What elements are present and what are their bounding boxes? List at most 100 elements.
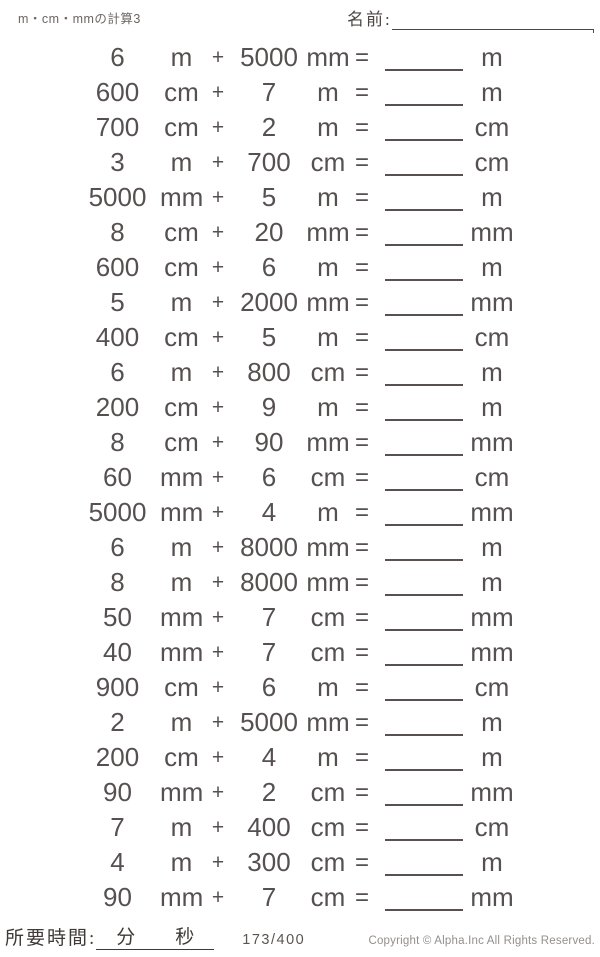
operand2-value: 9 (261, 392, 277, 422)
plus-sign: + (211, 745, 225, 769)
operand1-unit: m (170, 567, 193, 597)
operand2-value: 90 (254, 427, 284, 457)
operand1-unit: m (170, 287, 193, 317)
plus-sign: + (211, 80, 225, 104)
answer-unit: cm (474, 812, 510, 842)
operand2-unit: cm (310, 147, 346, 177)
answer-blank[interactable] (385, 418, 463, 421)
operand1-value: 5000 (88, 182, 147, 212)
answer-blank[interactable] (385, 173, 463, 176)
answer-blank[interactable] (385, 68, 463, 71)
operand1-value: 900 (95, 672, 140, 702)
operand2-value: 7 (261, 77, 277, 107)
problem-row: 5000 mm + 5 m = m (0, 180, 600, 215)
answer-blank[interactable] (385, 838, 463, 841)
operand2-value: 7 (261, 602, 277, 632)
plus-sign: + (211, 45, 225, 69)
answer-unit: mm (470, 217, 514, 247)
minutes-label: 分 (116, 927, 136, 948)
operand1-value: 3 (110, 147, 125, 177)
answer-unit: cm (474, 112, 510, 142)
equals-sign: = (354, 638, 369, 666)
equals-sign: = (354, 778, 369, 806)
equals-sign: = (354, 43, 369, 71)
operand1-unit: mm (160, 882, 204, 912)
problem-row: 7 m + 400 cm = cm (0, 810, 600, 845)
operand1-unit: m (170, 147, 193, 177)
operand1-unit: mm (160, 462, 204, 492)
problem-row: 2 m + 5000 mm = m (0, 705, 600, 740)
operand1-value: 200 (95, 392, 140, 422)
problem-row: 90 mm + 7 cm = mm (0, 880, 600, 915)
operand1-unit: m (170, 357, 193, 387)
answer-blank[interactable] (385, 103, 463, 106)
operand2-value: 2000 (240, 287, 298, 317)
equals-sign: = (354, 78, 369, 106)
answer-blank[interactable] (385, 348, 463, 351)
operand2-unit: m (317, 77, 339, 107)
answer-blank[interactable] (385, 663, 463, 666)
answer-blank[interactable] (385, 593, 463, 596)
answer-blank[interactable] (385, 733, 463, 736)
plus-sign: + (211, 815, 225, 839)
answer-unit: mm (470, 602, 514, 632)
operand2-unit: cm (310, 882, 346, 912)
operand2-unit: cm (310, 777, 346, 807)
operand1-unit: m (170, 42, 193, 72)
plus-sign: + (211, 255, 225, 279)
problem-row: 600 cm + 7 m = m (0, 75, 600, 110)
equals-sign: = (354, 708, 369, 736)
answer-blank[interactable] (385, 313, 463, 316)
operand2-unit: m (317, 322, 339, 352)
operand1-unit: cm (164, 742, 199, 772)
operand1-unit: mm (160, 182, 204, 212)
name-input-line[interactable] (391, 9, 595, 33)
plus-sign: + (211, 885, 225, 909)
problem-row: 5000 mm + 4 m = mm (0, 495, 600, 530)
problem-row: 900 cm + 6 m = cm (0, 670, 600, 705)
answer-unit: m (481, 742, 503, 772)
operand1-unit: cm (164, 252, 199, 282)
plus-sign: + (211, 570, 225, 594)
equals-sign: = (354, 568, 369, 596)
answer-blank[interactable] (385, 908, 463, 911)
operand1-unit: m (170, 532, 193, 562)
equals-sign: = (354, 463, 369, 491)
answer-blank[interactable] (385, 803, 463, 806)
problem-row: 600 cm + 6 m = m (0, 250, 600, 285)
plus-sign: + (211, 500, 225, 524)
answer-blank[interactable] (385, 698, 463, 701)
seconds-label: 秒 (175, 927, 195, 948)
operand1-unit: cm (164, 672, 199, 702)
plus-sign: + (211, 325, 225, 349)
answer-blank[interactable] (385, 383, 463, 386)
operand1-value: 90 (103, 777, 132, 807)
operand2-unit: m (317, 252, 339, 282)
answer-blank[interactable] (385, 208, 463, 211)
problem-row: 90 mm + 2 cm = mm (0, 775, 600, 810)
equals-sign: = (354, 883, 369, 911)
answer-blank[interactable] (385, 523, 463, 526)
answer-blank[interactable] (385, 558, 463, 561)
answer-blank[interactable] (385, 628, 463, 631)
problem-row: 8 cm + 20 mm = mm (0, 215, 600, 250)
operand1-value: 50 (103, 602, 132, 632)
answer-unit: mm (470, 637, 514, 667)
operand2-unit: mm (306, 427, 350, 457)
plus-sign: + (211, 115, 225, 139)
answer-blank[interactable] (385, 488, 463, 491)
name-section: 名前: (347, 5, 595, 33)
answer-unit: m (481, 357, 503, 387)
answer-blank[interactable] (385, 453, 463, 456)
answer-blank[interactable] (385, 873, 463, 876)
operand2-unit: cm (310, 812, 346, 842)
answer-blank[interactable] (385, 243, 463, 246)
operand1-value: 2 (110, 707, 125, 737)
elapsed-time-input-line[interactable]: 分 秒 (96, 922, 215, 950)
answer-blank[interactable] (385, 278, 463, 281)
answer-unit: m (481, 42, 503, 72)
operand2-unit: cm (310, 637, 346, 667)
operand2-value: 6 (261, 462, 277, 492)
answer-blank[interactable] (385, 768, 463, 771)
answer-blank[interactable] (385, 138, 463, 141)
